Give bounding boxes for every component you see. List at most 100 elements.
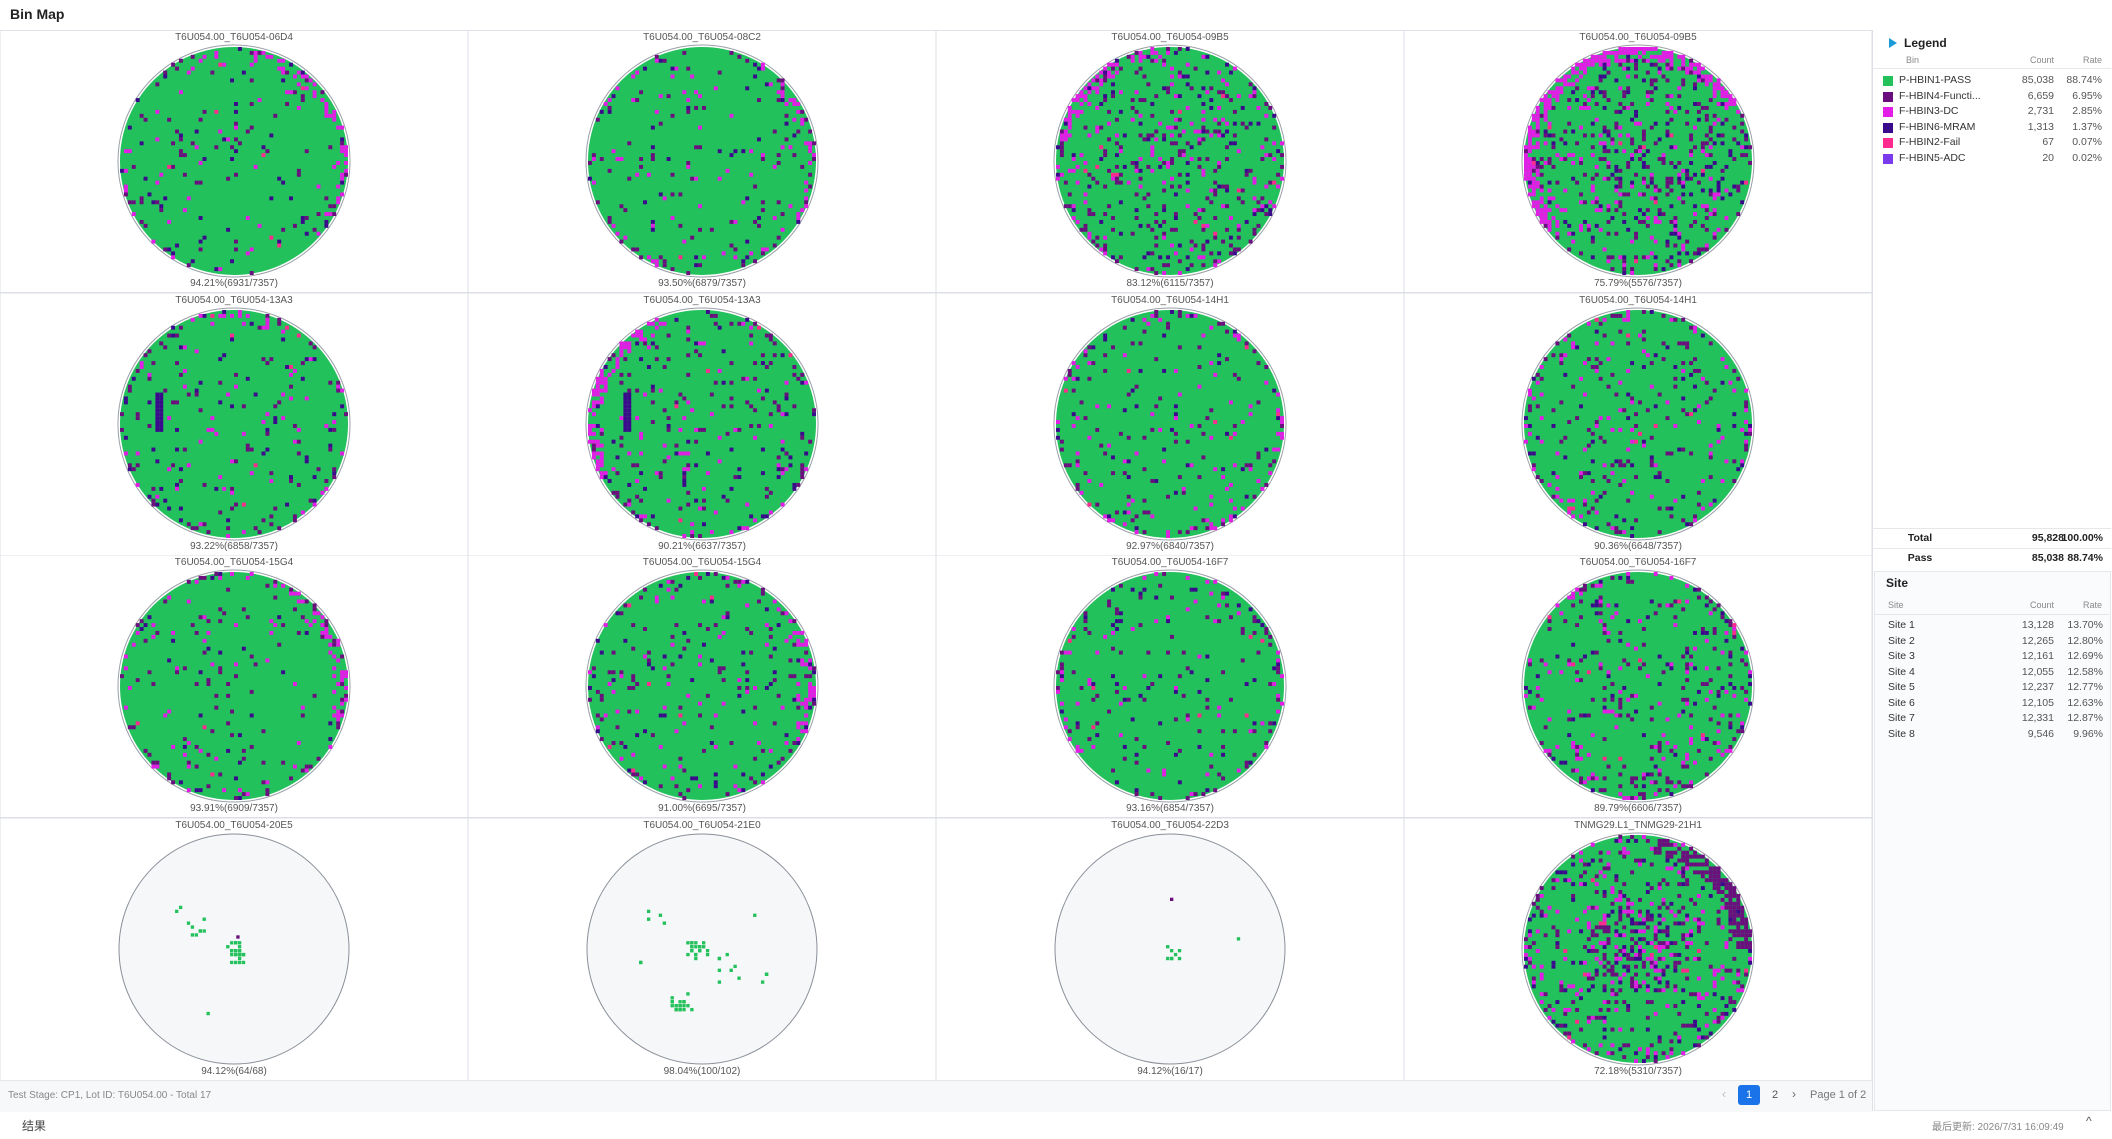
die <box>1059 650 1064 655</box>
prev-page[interactable]: ‹ <box>1722 1087 1726 1101</box>
die <box>1606 70 1611 75</box>
die <box>226 944 230 948</box>
die <box>1641 255 1646 260</box>
die <box>1240 121 1245 126</box>
die <box>1063 129 1068 134</box>
die <box>1268 153 1273 158</box>
die <box>1590 58 1595 63</box>
die <box>1150 133 1155 138</box>
die <box>1712 873 1717 878</box>
die <box>1107 204 1112 209</box>
die <box>1244 340 1249 345</box>
die <box>1693 991 1697 996</box>
die <box>698 662 702 667</box>
die <box>1732 956 1737 961</box>
die <box>631 333 636 338</box>
die <box>1185 439 1190 444</box>
page-button[interactable]: 2 <box>1771 1089 1779 1101</box>
die <box>650 419 655 424</box>
page-button[interactable]: 1 <box>1738 1085 1760 1105</box>
next-page[interactable]: › <box>1792 1087 1796 1101</box>
die <box>1590 364 1595 369</box>
die <box>1539 219 1544 224</box>
die <box>1720 889 1725 894</box>
die <box>1154 403 1159 408</box>
die <box>1567 153 1572 158</box>
die <box>615 494 620 499</box>
die <box>698 506 702 510</box>
die <box>745 525 750 530</box>
die <box>1264 137 1269 142</box>
die <box>650 259 655 264</box>
die <box>1618 701 1623 706</box>
die <box>603 380 608 385</box>
die <box>588 697 592 702</box>
die <box>304 630 309 635</box>
die <box>269 356 274 361</box>
die <box>698 125 702 130</box>
wafer-yield: 72.18%(5310/7357) <box>1594 1066 1682 1077</box>
die <box>1638 792 1642 797</box>
legend-bin[interactable]: P-HBIN1-PASS <box>1899 74 1972 86</box>
die <box>650 340 655 345</box>
die <box>1567 595 1572 600</box>
die <box>1150 792 1155 797</box>
die <box>1622 58 1627 63</box>
die <box>1103 94 1108 99</box>
die <box>1630 141 1635 146</box>
die <box>1732 458 1737 463</box>
die <box>709 227 714 232</box>
die <box>599 376 604 381</box>
die <box>1634 517 1638 522</box>
legend-bin[interactable]: F-HBIN4-Functi... <box>1899 89 1981 102</box>
die <box>1677 960 1682 965</box>
legend-bin[interactable]: F-HBIN6-MRAM <box>1899 120 1976 133</box>
die <box>182 153 187 158</box>
die <box>1657 506 1662 510</box>
die <box>237 47 242 51</box>
die <box>237 960 242 964</box>
die <box>273 113 278 118</box>
die <box>1645 94 1650 99</box>
die <box>1563 372 1568 377</box>
die <box>1610 901 1615 906</box>
wafer-pass <box>588 309 816 538</box>
legend-bin[interactable]: F-HBIN3-DC <box>1899 105 1959 117</box>
die <box>694 145 699 150</box>
die <box>332 705 337 710</box>
legend-bin[interactable]: F-HBIN2-Fail <box>1899 136 1961 148</box>
die <box>686 991 690 996</box>
die <box>1555 474 1560 479</box>
die <box>1689 58 1694 63</box>
die <box>1614 920 1619 925</box>
die <box>1091 697 1096 702</box>
die <box>1634 709 1638 714</box>
die <box>1111 74 1115 79</box>
legend-toggle[interactable] <box>1888 38 1898 48</box>
die <box>1539 658 1544 663</box>
die <box>1732 920 1737 925</box>
site-count: 13,128 <box>2021 619 2054 631</box>
die <box>1067 121 1072 126</box>
legend-bin[interactable]: F-HBIN5-ADC <box>1899 151 1966 164</box>
die <box>202 928 206 933</box>
scroll-top[interactable]: ^ <box>2086 1114 2092 1128</box>
die <box>1598 579 1603 584</box>
